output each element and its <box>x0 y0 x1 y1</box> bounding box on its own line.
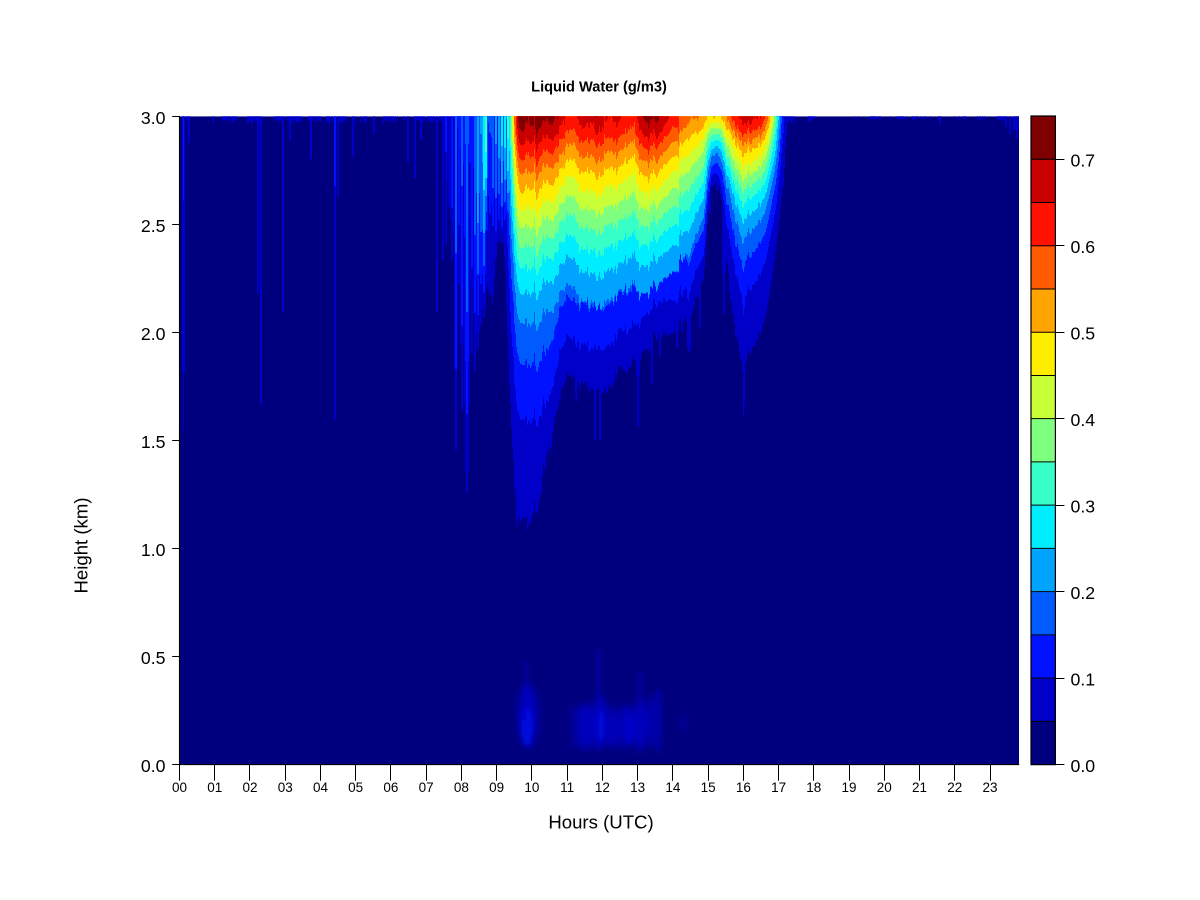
svg-text:08: 08 <box>454 780 469 795</box>
svg-text:3.0: 3.0 <box>141 108 166 128</box>
svg-text:0.5: 0.5 <box>1071 324 1096 344</box>
svg-text:0.0: 0.0 <box>1071 756 1096 776</box>
svg-text:05: 05 <box>348 780 363 795</box>
svg-text:00: 00 <box>172 780 187 795</box>
svg-text:22: 22 <box>947 780 962 795</box>
svg-text:12: 12 <box>595 780 610 795</box>
svg-text:1.0: 1.0 <box>141 540 166 560</box>
svg-text:1.5: 1.5 <box>141 432 166 452</box>
svg-text:Liquid Water (g/m3): Liquid Water (g/m3) <box>531 80 667 96</box>
svg-text:03: 03 <box>278 780 293 795</box>
svg-text:2.5: 2.5 <box>141 216 166 236</box>
svg-text:20: 20 <box>877 780 892 795</box>
svg-text:18: 18 <box>806 780 821 795</box>
svg-text:09: 09 <box>489 780 504 795</box>
svg-text:0.5: 0.5 <box>141 648 166 668</box>
svg-text:0.2: 0.2 <box>1071 583 1096 603</box>
svg-text:01: 01 <box>207 780 222 795</box>
svg-text:0.6: 0.6 <box>1071 237 1096 257</box>
svg-text:0.4: 0.4 <box>1071 410 1096 430</box>
svg-text:Hours (UTC): Hours (UTC) <box>548 812 653 833</box>
svg-text:2.0: 2.0 <box>141 324 166 344</box>
svg-text:02: 02 <box>242 780 257 795</box>
svg-text:14: 14 <box>665 780 681 795</box>
svg-text:17: 17 <box>771 780 786 795</box>
svg-text:0.0: 0.0 <box>141 756 166 776</box>
svg-text:0.1: 0.1 <box>1071 670 1096 690</box>
svg-text:23: 23 <box>983 780 998 795</box>
svg-text:06: 06 <box>383 780 398 795</box>
svg-text:16: 16 <box>736 780 751 795</box>
svg-text:13: 13 <box>630 780 645 795</box>
svg-text:10: 10 <box>524 780 539 795</box>
svg-text:07: 07 <box>419 780 434 795</box>
svg-text:04: 04 <box>313 780 329 795</box>
svg-text:15: 15 <box>701 780 716 795</box>
svg-text:11: 11 <box>560 780 574 795</box>
svg-text:0.7: 0.7 <box>1071 151 1096 171</box>
svg-text:Height (km): Height (km) <box>71 497 92 593</box>
svg-text:21: 21 <box>912 780 927 795</box>
svg-text:19: 19 <box>842 780 857 795</box>
svg-text:0.3: 0.3 <box>1071 497 1096 517</box>
